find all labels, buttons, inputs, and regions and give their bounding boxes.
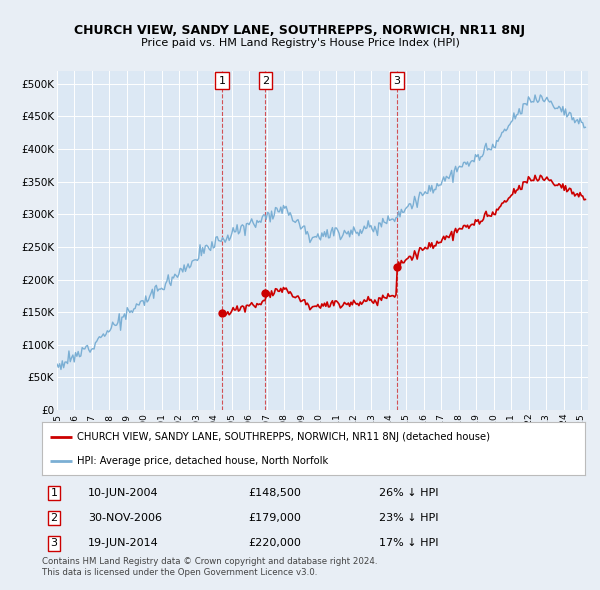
Text: Price paid vs. HM Land Registry's House Price Index (HPI): Price paid vs. HM Land Registry's House … <box>140 38 460 48</box>
Text: 1: 1 <box>50 488 58 498</box>
Text: £220,000: £220,000 <box>248 538 301 548</box>
Text: 30-NOV-2006: 30-NOV-2006 <box>88 513 162 523</box>
Text: HPI: Average price, detached house, North Norfolk: HPI: Average price, detached house, Nort… <box>77 456 329 466</box>
Text: 2: 2 <box>50 513 58 523</box>
Text: 10-JUN-2004: 10-JUN-2004 <box>88 488 159 498</box>
Text: 3: 3 <box>394 76 400 86</box>
Text: CHURCH VIEW, SANDY LANE, SOUTHREPPS, NORWICH, NR11 8NJ (detached house): CHURCH VIEW, SANDY LANE, SOUTHREPPS, NOR… <box>77 432 490 442</box>
Text: £148,500: £148,500 <box>248 488 301 498</box>
Text: 19-JUN-2014: 19-JUN-2014 <box>88 538 159 548</box>
Text: 23% ↓ HPI: 23% ↓ HPI <box>379 513 438 523</box>
Text: CHURCH VIEW, SANDY LANE, SOUTHREPPS, NORWICH, NR11 8NJ: CHURCH VIEW, SANDY LANE, SOUTHREPPS, NOR… <box>74 24 526 37</box>
Text: 1: 1 <box>218 76 226 86</box>
Text: 3: 3 <box>50 538 58 548</box>
Text: £179,000: £179,000 <box>248 513 301 523</box>
Text: 2: 2 <box>262 76 269 86</box>
Text: 17% ↓ HPI: 17% ↓ HPI <box>379 538 438 548</box>
Text: 26% ↓ HPI: 26% ↓ HPI <box>379 488 438 498</box>
Text: This data is licensed under the Open Government Licence v3.0.: This data is licensed under the Open Gov… <box>42 568 317 576</box>
Text: Contains HM Land Registry data © Crown copyright and database right 2024.: Contains HM Land Registry data © Crown c… <box>42 557 377 566</box>
